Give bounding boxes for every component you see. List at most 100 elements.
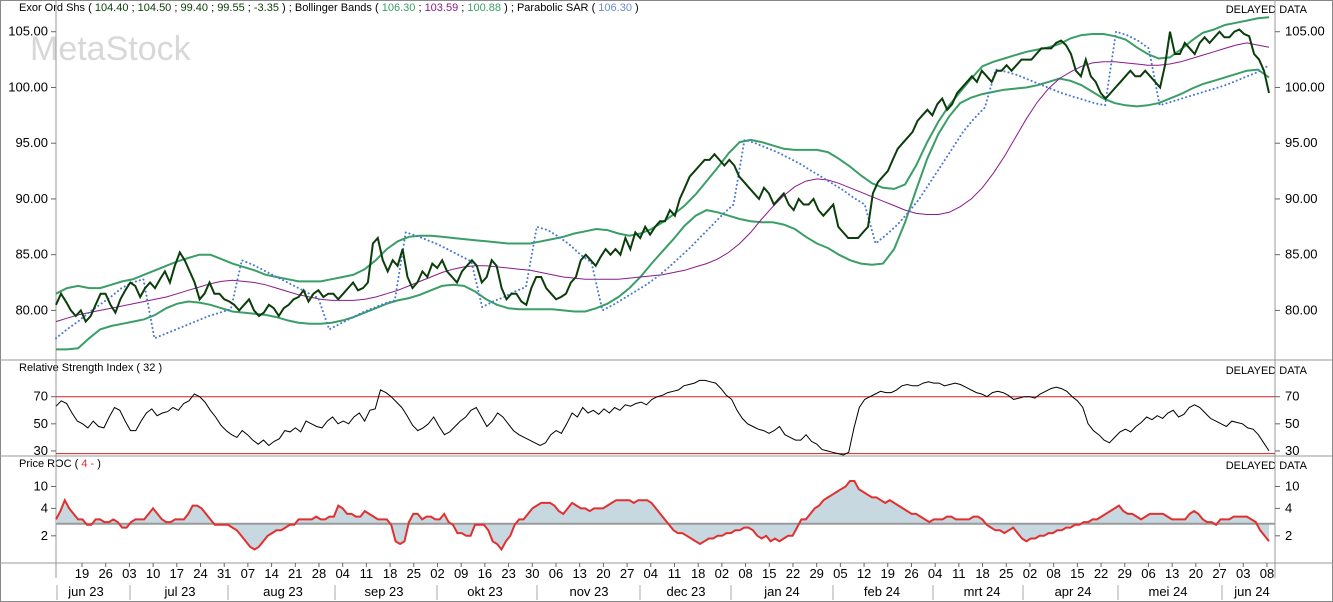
ohlc-open: 104.40 (94, 2, 129, 14)
roc-line (55, 480, 1270, 552)
x-month-label-12: jun 24 (1233, 584, 1269, 599)
x-day-label-20: 06 (549, 566, 563, 581)
x-day-label-31: 29 (809, 566, 823, 581)
bb-upper-value: 106.30 (381, 2, 416, 14)
price-ytick-left-1: 100.00 (8, 79, 48, 94)
x-day-label-11: 04 (335, 566, 349, 581)
watermark: MetaStock (30, 30, 192, 68)
x-month-label-8: feb 24 (864, 584, 900, 599)
rsi-ytick-left-1: 50 (34, 416, 48, 431)
roc-delayed-label: DELAYED DATA (1225, 460, 1307, 472)
rsi-ytick-left-0: 70 (34, 389, 48, 404)
x-month-label-1: jul 23 (163, 584, 195, 599)
price-panel-header: Exor Ord Shs ( 104.40 ; 104.50 ; 99.40 ;… (19, 2, 639, 14)
x-day-label-15: 02 (430, 566, 444, 581)
rsi-ytick-right-2: 30 (1285, 443, 1299, 458)
x-day-label-19: 30 (525, 566, 539, 581)
price-ytick-left-4: 85.00 (15, 247, 48, 262)
price-ytick-right-3: 90.00 (1285, 191, 1318, 206)
price-ytick-right-5: 80.00 (1285, 302, 1318, 317)
bb-lower-value: 100.88 (467, 2, 502, 14)
x-month-label-3: sep 23 (364, 584, 403, 599)
ohlc-low: 99.40 (180, 2, 209, 14)
x-month-label-0: jun 23 (67, 584, 103, 599)
bb-upper-line (55, 16, 1270, 295)
x-day-label-0: 19 (75, 566, 89, 581)
x-month-label-5: nov 23 (569, 584, 608, 599)
bb-title: Bollinger Bands (294, 2, 372, 14)
x-day-label-8: 14 (264, 566, 278, 581)
bb-mid-value: 103.59 (424, 2, 459, 14)
bb-lower-line (56, 68, 1270, 351)
x-day-label-21: 13 (572, 566, 586, 581)
x-month-label-4: okt 23 (467, 584, 502, 599)
x-day-label-3: 10 (146, 566, 160, 581)
x-day-label-36: 04 (928, 566, 942, 581)
x-day-label-12: 11 (360, 566, 374, 581)
x-day-label-7: 07 (241, 566, 255, 581)
roc-panel-header: Price ROC ( 4 - ) (19, 458, 101, 470)
x-day-label-49: 03 (1236, 566, 1250, 581)
x-day-label-2: 03 (122, 566, 136, 581)
price-ytick-right-0: 105.00 (1285, 24, 1325, 39)
x-day-label-17: 16 (478, 566, 492, 581)
price-ytick-left-2: 95.00 (15, 135, 48, 150)
ohlc-close: 99.55 (217, 2, 245, 14)
price-ytick-right-2: 95.00 (1285, 135, 1318, 150)
price-title: Exor Ord Shs (19, 2, 86, 14)
x-day-label-34: 19 (881, 566, 895, 581)
x-month-label-2: aug 23 (263, 584, 303, 599)
x-month-label-7: jan 24 (763, 584, 799, 599)
x-day-label-14: 25 (407, 566, 421, 581)
price-ytick-right-4: 85.00 (1285, 247, 1318, 262)
price-line (55, 28, 1270, 324)
x-day-label-16: 09 (454, 566, 468, 581)
x-day-label-29: 15 (762, 566, 776, 581)
x-day-label-30: 22 (786, 566, 800, 581)
x-month-label-9: mrt 24 (964, 584, 1001, 599)
x-day-label-9: 21 (288, 566, 302, 581)
rsi-ytick-right-1: 50 (1285, 416, 1299, 431)
x-month-label-10: apr 24 (1055, 584, 1092, 599)
rsi-panel-header: Relative Strength Index ( 32 ) (19, 362, 163, 374)
roc-ytick-left-2: 2 (41, 528, 48, 543)
x-day-label-23: 27 (620, 566, 634, 581)
x-day-label-22: 20 (596, 566, 610, 581)
x-day-label-42: 15 (1070, 566, 1084, 581)
roc-title: Price ROC (19, 458, 72, 470)
rsi-ytick-right-0: 70 (1285, 389, 1299, 404)
x-day-label-46: 13 (1165, 566, 1179, 581)
x-day-label-24: 04 (644, 566, 658, 581)
price-ytick-left-5: 80.00 (15, 302, 48, 317)
x-day-label-45: 06 (1141, 566, 1155, 581)
x-day-label-35: 26 (904, 566, 918, 581)
x-day-label-47: 20 (1189, 566, 1203, 581)
x-day-label-41: 08 (1046, 566, 1060, 581)
rsi-line (55, 379, 1270, 456)
ohlc-change: -3.35 (253, 2, 279, 14)
sar-value: 106.30 (598, 2, 632, 14)
rsi-delayed-label: DELAYED DATA (1225, 365, 1307, 377)
roc-ytick-right-2: 2 (1285, 528, 1292, 543)
roc-param: 4 - (81, 458, 95, 470)
x-day-label-33: 12 (857, 566, 871, 581)
roc-ytick-left-0: 10 (34, 478, 48, 493)
x-day-label-6: 31 (217, 566, 231, 581)
price-ytick-left-0: 105.00 (8, 24, 48, 39)
x-day-label-40: 02 (1023, 566, 1037, 581)
x-day-label-39: 25 (999, 566, 1013, 581)
price-ytick-right-1: 100.00 (1285, 79, 1325, 94)
x-day-label-44: 29 (1118, 566, 1132, 581)
x-day-label-25: 11 (668, 566, 682, 581)
x-day-label-43: 22 (1094, 566, 1108, 581)
bb-mid-line (55, 42, 1270, 323)
x-month-label-11: mei 24 (1148, 584, 1187, 599)
x-day-label-4: 17 (170, 566, 184, 581)
x-day-label-48: 27 (1212, 566, 1226, 581)
rsi-title: Relative Strength Index (19, 362, 134, 374)
x-day-label-37: 11 (952, 566, 966, 581)
rsi-param: 32 (143, 362, 156, 374)
price-delayed-label: DELAYED DATA (1225, 4, 1307, 16)
